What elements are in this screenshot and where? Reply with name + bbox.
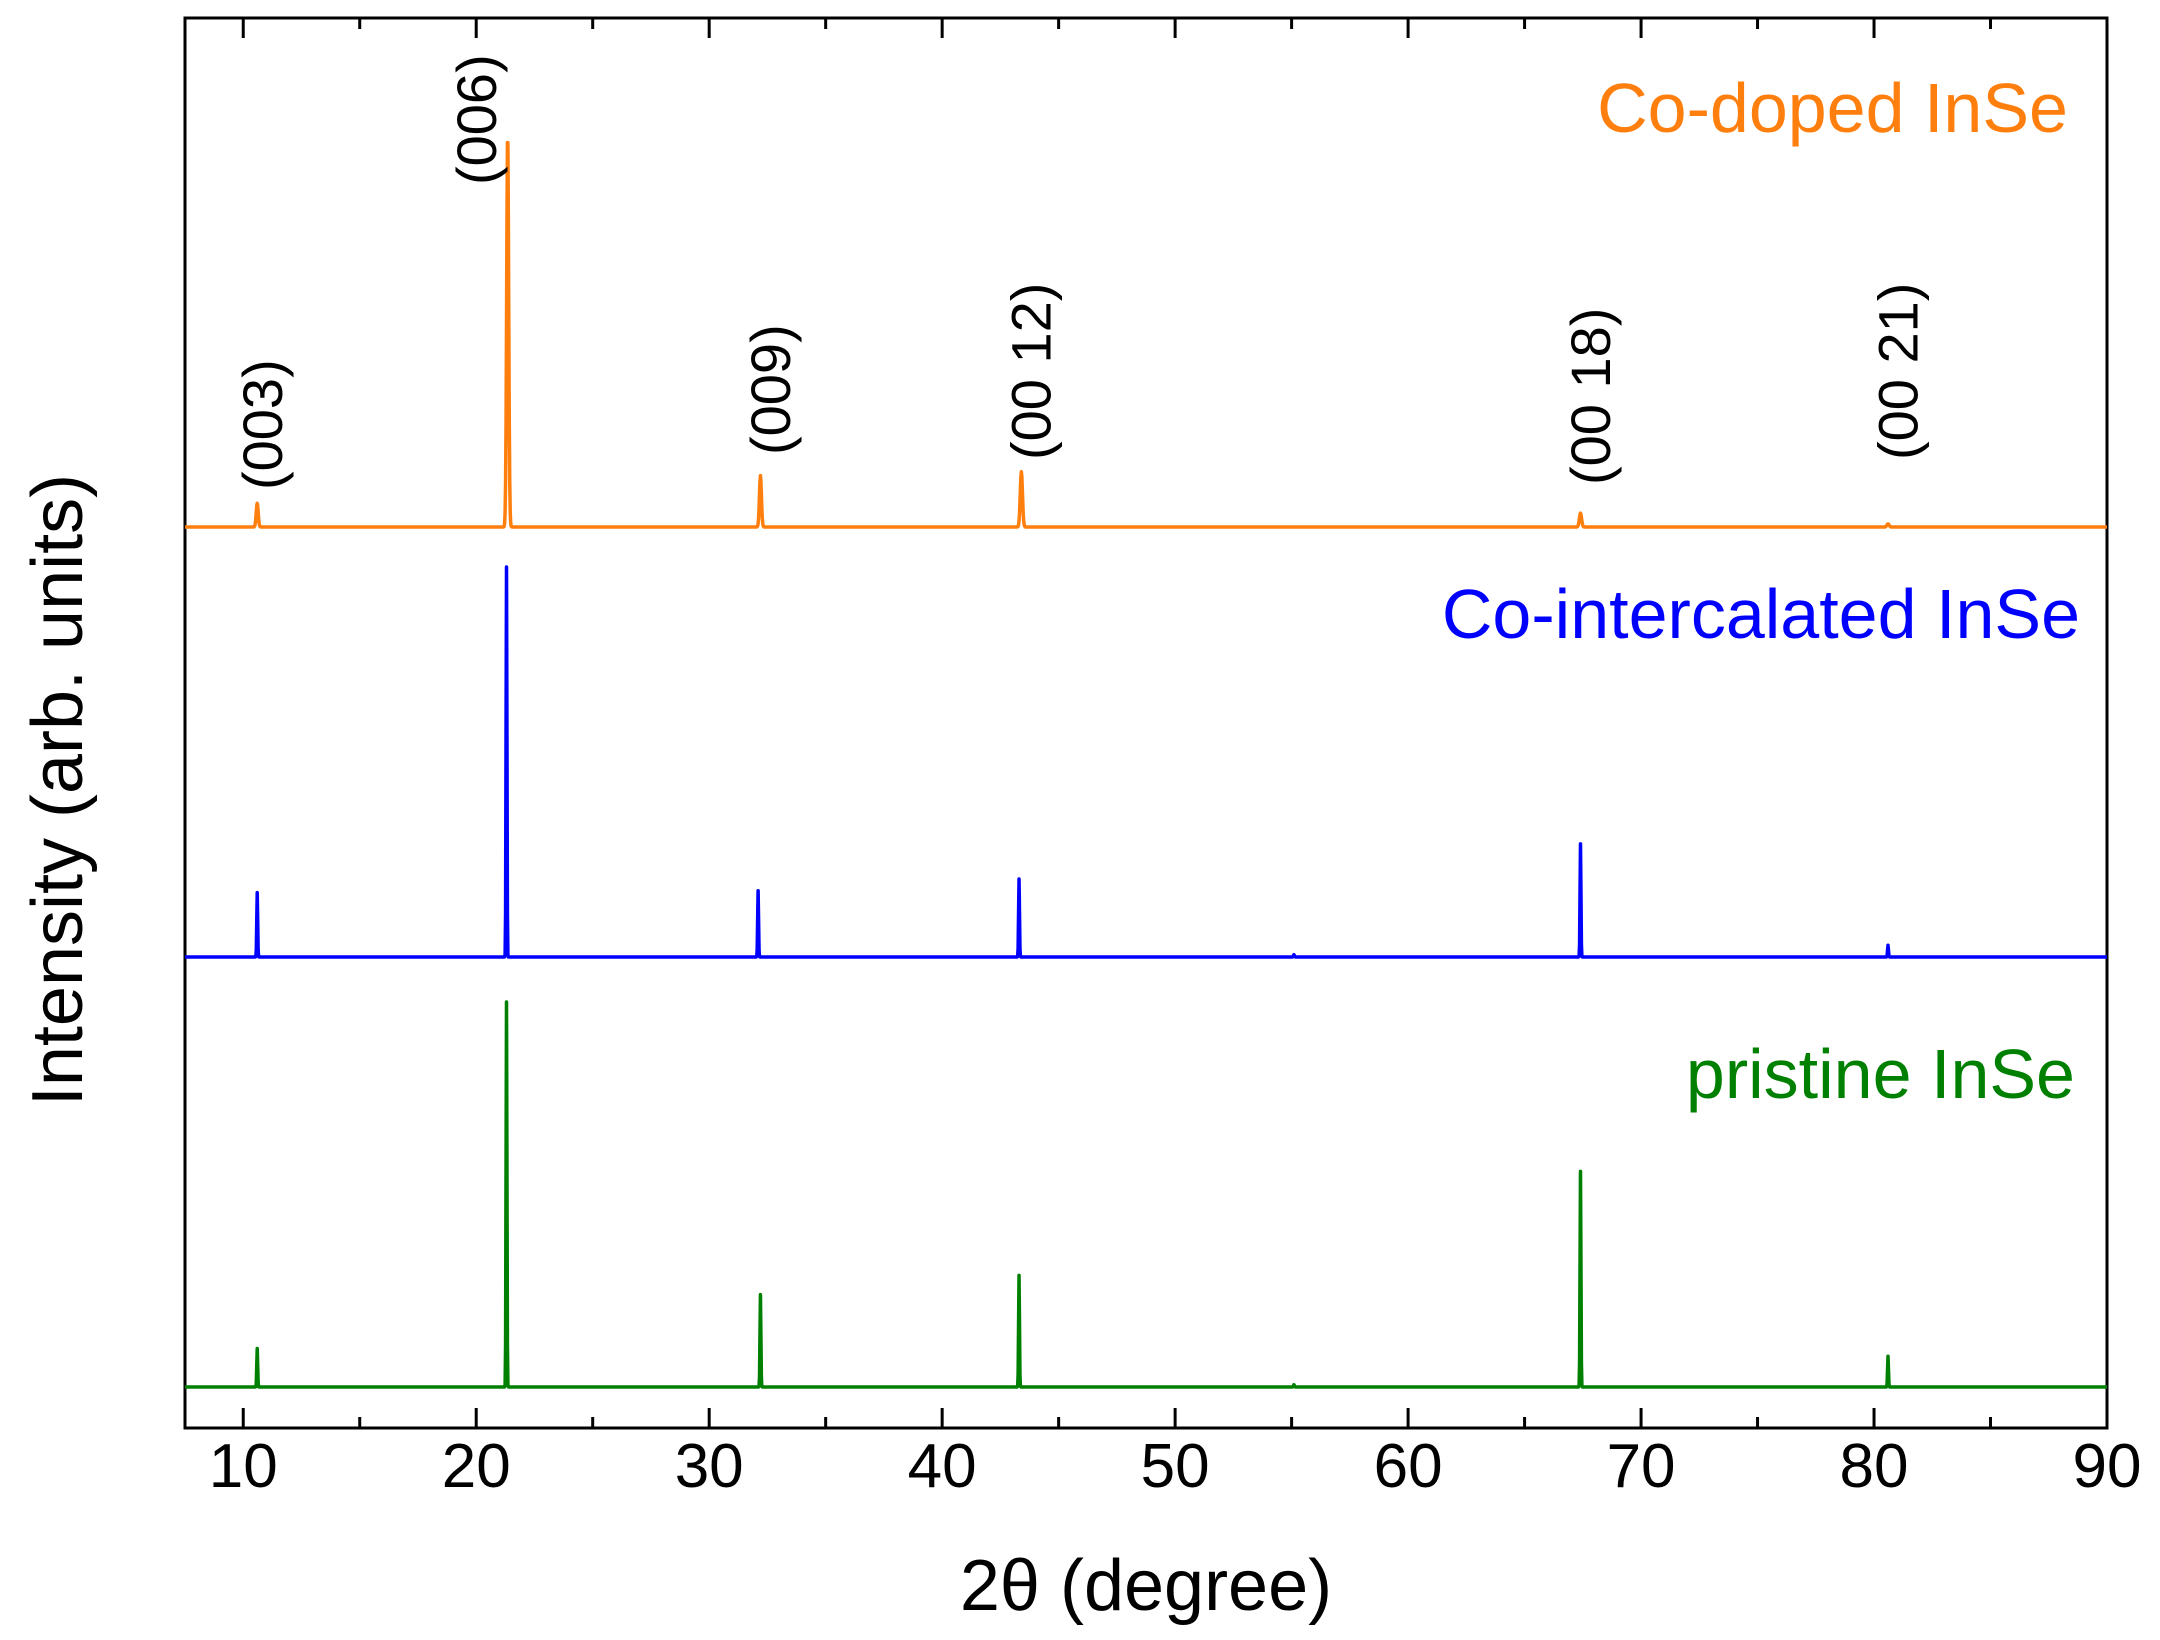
- x-tick-label-30: 30: [675, 1432, 744, 1501]
- series-line-pristine: [183, 1000, 2109, 1389]
- x-tick-label-50: 50: [1141, 1432, 1210, 1501]
- x-tick-label-20: 20: [442, 1432, 511, 1501]
- series-label-pristine: pristine InSe: [1686, 1035, 2075, 1113]
- x-tick-label-70: 70: [1607, 1432, 1676, 1501]
- x-axis-tick-labels: 10 20 30 40 50 60 70 80 90: [209, 1432, 2142, 1501]
- x-axis-label: 2θ (degree): [960, 1546, 1332, 1626]
- plot-frame: [183, 16, 2109, 1430]
- x-tick-label-90: 90: [2073, 1432, 2142, 1501]
- peak-label-5: (00 21): [1866, 283, 1929, 460]
- peak-label-2: (009): [739, 324, 802, 455]
- series-labels: Co-doped InSe Co-intercalated InSe pristin…: [1442, 69, 2080, 1113]
- series-line-co-intercalated: [183, 565, 2109, 959]
- peak-annotations: (003) (006) (009) (00 12) (00 18) (00 21): [231, 54, 1929, 490]
- x-axis-ticks: [241, 18, 2109, 1428]
- x-tick-label-40: 40: [908, 1432, 977, 1501]
- peak-label-4: (00 18): [1559, 308, 1622, 485]
- series-group: [183, 140, 2109, 1389]
- x-tick-label-10: 10: [209, 1432, 278, 1501]
- peak-label-1: (006): [445, 54, 508, 185]
- y-axis-label: Intensity (arb. units): [18, 474, 98, 1106]
- peak-label-0: (003): [231, 359, 294, 490]
- series-label-co-intercalated: Co-intercalated InSe: [1442, 575, 2080, 653]
- x-tick-label-60: 60: [1374, 1432, 1443, 1501]
- peak-label-3: (00 12): [1000, 283, 1063, 460]
- series-line-co-doped: [183, 140, 2109, 529]
- x-tick-label-80: 80: [1840, 1432, 1909, 1501]
- series-label-co-doped: Co-doped InSe: [1597, 69, 2068, 147]
